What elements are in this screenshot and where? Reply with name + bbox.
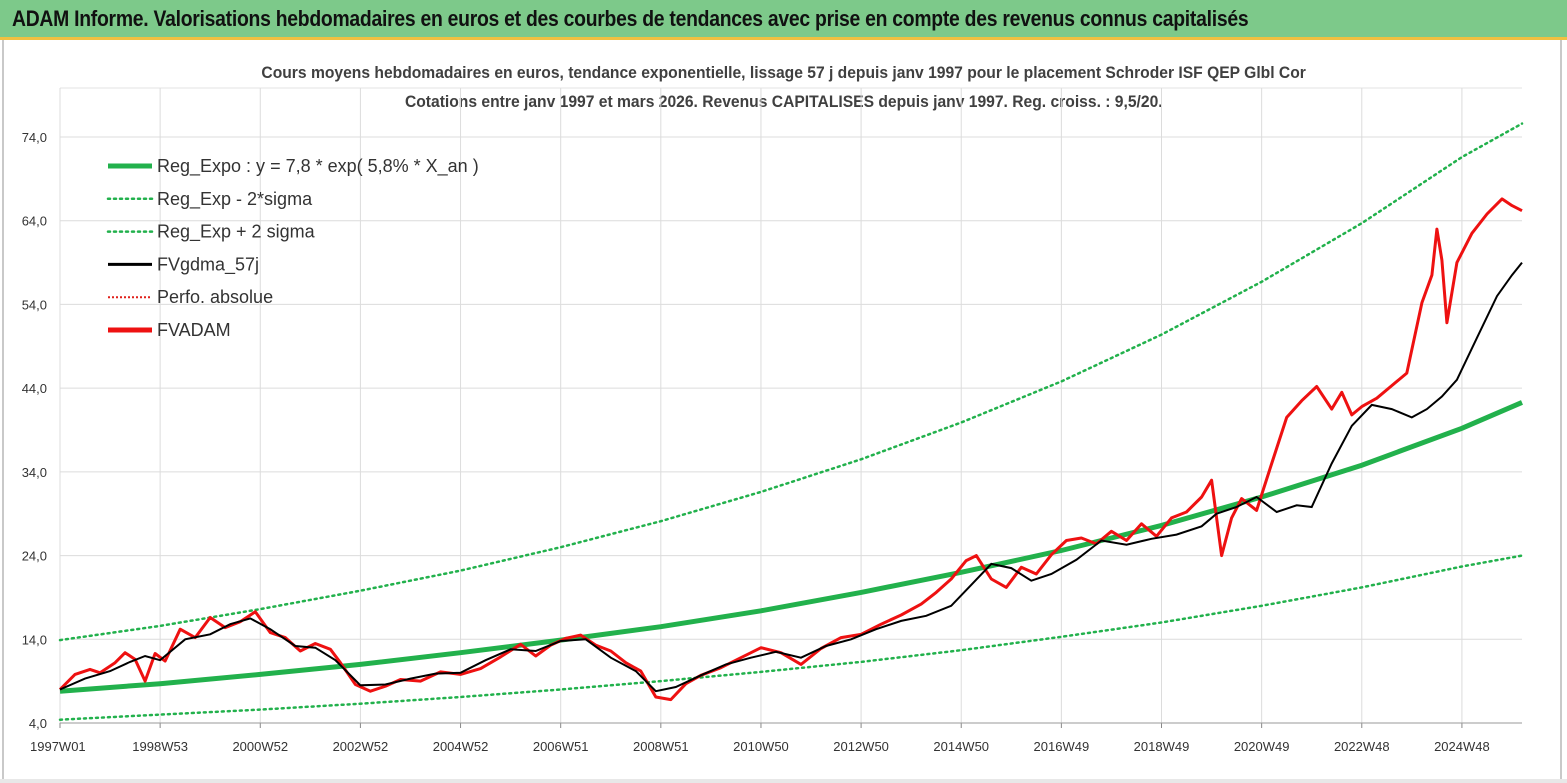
legend: Reg_Expo : y = 7,8 * exp( 5,8% * X_an ) R… [106,156,479,340]
legend-item-reg-exp-plus: Reg_Exp + 2 sigma [106,222,316,243]
chart-title-line2: Cotations entre janv 1997 et mars 2026. … [404,92,1163,111]
chart-title-line1: Cours moyens hebdomadaires en euros, ten… [261,63,1306,82]
fvadam-line [58,197,1523,702]
grid-lines [59,87,1522,724]
x-tick-label: 2006W51 [533,739,589,754]
x-tick-label: 2010W50 [733,739,789,754]
y-tick-label: 34,0 [22,465,47,480]
reg-exp-plus-2sigma-line [58,122,1524,642]
legend-item-fvgdma: FVgdma_57j [108,254,259,275]
x-tick-label: 1998W53 [132,739,188,754]
y-tick-label: 64,0 [22,214,47,229]
x-tick-label: 2000W52 [232,739,288,754]
report-title: ADAM Informe. Valorisations hebdomadaire… [12,6,1249,31]
x-tick-label: 1997W01 [30,739,86,754]
fvgdma-57j-line [59,261,1523,693]
reg-expo-line [59,400,1523,694]
legend-label: FVgdma_57j [157,254,259,275]
x-tick-label: 2018W49 [1134,739,1190,754]
legend-item-reg-expo: Reg_Expo : y = 7,8 * exp( 5,8% * X_an ) [108,156,479,177]
y-tick-label: 54,0 [22,297,47,312]
x-axis: 1997W01 1998W53 2000W52 2002W52 2004W52 2006W… [30,722,1522,754]
x-tick-label: 2012W50 [833,739,889,754]
x-tick-label: 2016W49 [1034,739,1090,754]
y-tick-label: 14,0 [22,632,47,647]
header-bar: ADAM Informe. Valorisations hebdomadaire… [0,0,1567,40]
legend-item-perfo-absolue: Perfo. absolue [108,287,273,307]
x-tick-label: 2022W48 [1334,739,1390,754]
legend-label: Reg_Exp - 2*sigma [157,189,313,210]
x-tick-label: 2002W52 [333,739,389,754]
bottom-bar [0,779,1567,783]
y-tick-label: 74,0 [22,130,47,145]
legend-label: Reg_Expo : y = 7,8 * exp( 5,8% * X_an ) [157,156,479,177]
x-tick-label: 2014W50 [933,739,989,754]
y-tick-label: 24,0 [22,549,47,564]
y-tick-label: 4,0 [29,716,47,731]
chart-frame [2,40,1562,780]
y-axis: 4,0 14,0 24,0 34,0 44,0 54,0 64,0 74,0 [22,130,47,731]
legend-item-reg-exp-minus: Reg_Exp - 2*sigma [106,189,313,210]
x-tick-label: 2008W51 [633,739,689,754]
reg-exp-minus-2sigma-line [58,554,1524,721]
x-tick-label: 2004W52 [433,739,489,754]
legend-label: Reg_Exp + 2 sigma [157,222,316,243]
x-tick-label: 2024W48 [1434,739,1490,754]
legend-label: FVADAM [157,320,231,340]
y-tick-label: 44,0 [22,381,47,396]
legend-item-fvadam: FVADAM [108,320,231,340]
x-tick-label: 2020W49 [1234,739,1290,754]
legend-label: Perfo. absolue [157,287,273,307]
series-lines [58,122,1524,721]
